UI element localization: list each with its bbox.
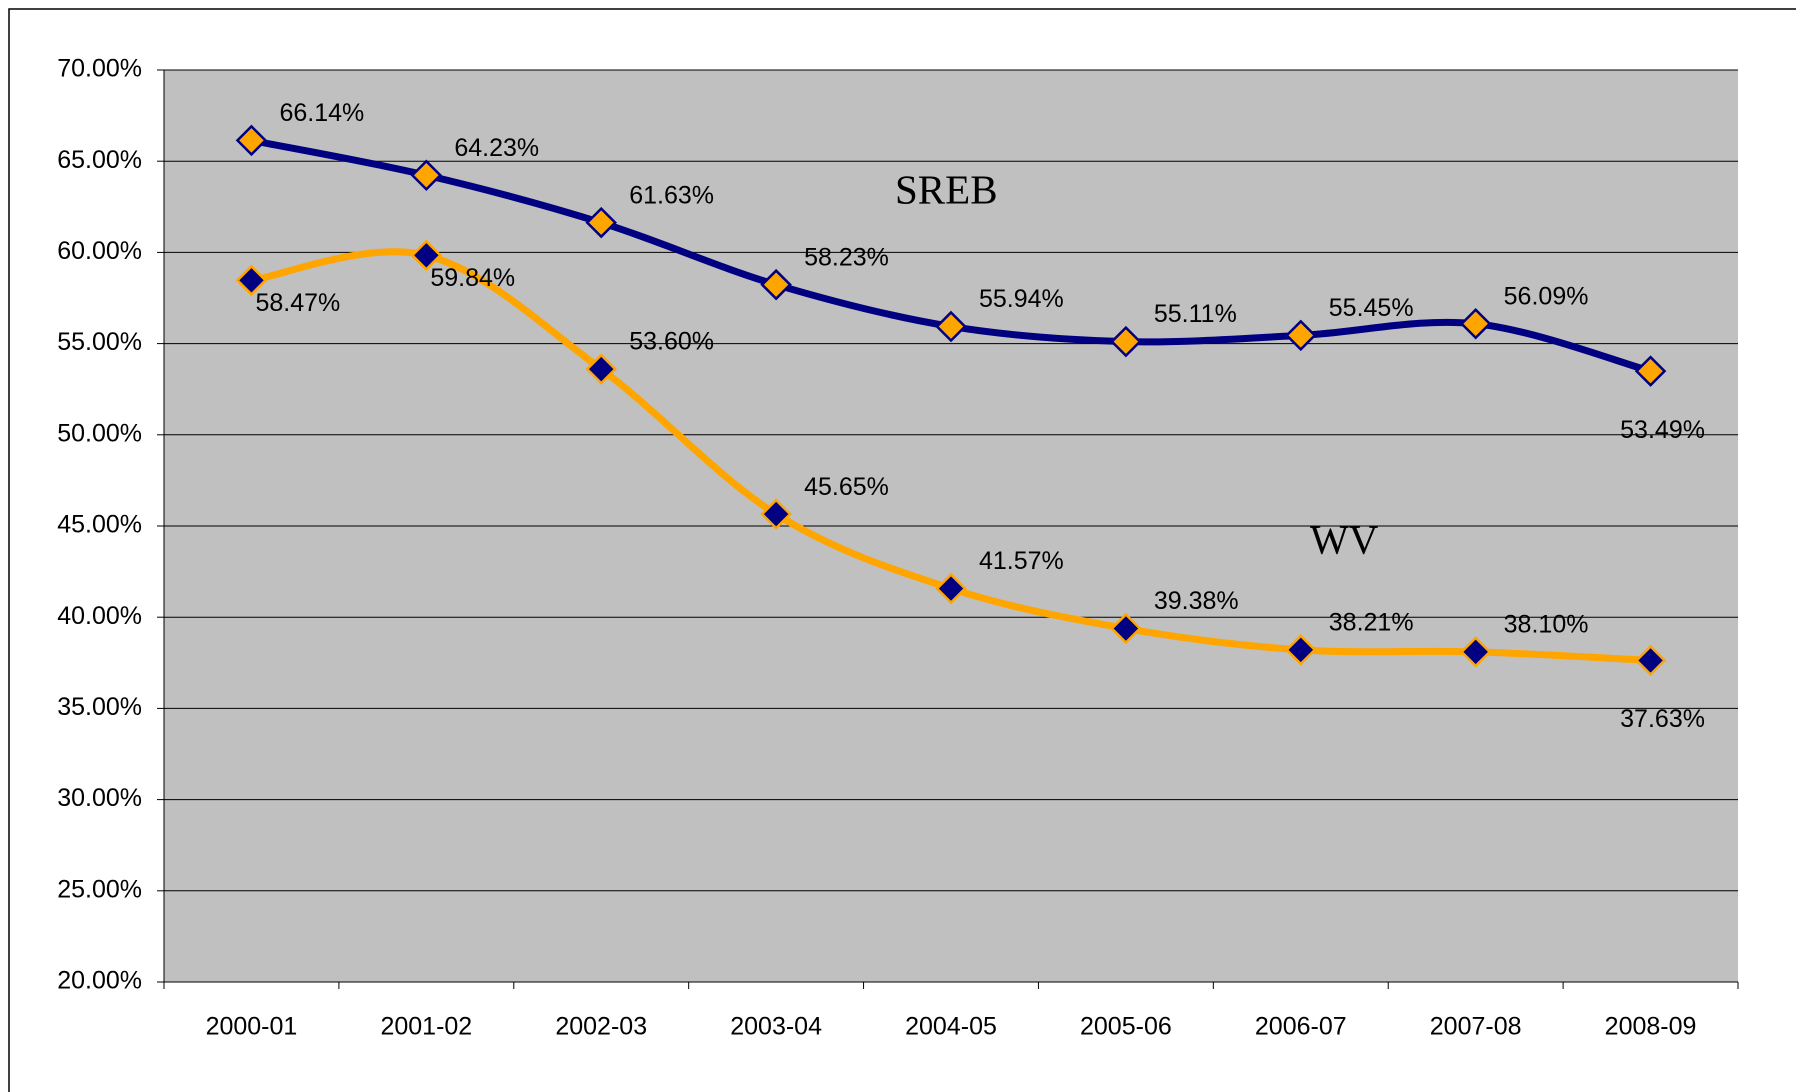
data-label: 38.21% bbox=[1329, 608, 1414, 636]
x-tick-label: 2003-04 bbox=[730, 1013, 822, 1041]
x-tick-label: 2004-05 bbox=[905, 1013, 997, 1041]
data-label: 58.47% bbox=[255, 289, 340, 317]
marker bbox=[1634, 644, 1667, 677]
marker bbox=[1634, 355, 1667, 387]
x-tick-label: 2005-06 bbox=[1080, 1013, 1172, 1041]
x-tick-label: 2007-08 bbox=[1430, 1013, 1522, 1041]
marker bbox=[935, 310, 967, 343]
marker bbox=[760, 498, 792, 530]
data-label: 37.63% bbox=[1620, 705, 1705, 733]
marker bbox=[1285, 319, 1317, 352]
marker bbox=[1459, 307, 1492, 340]
data-label: 38.10% bbox=[1504, 610, 1589, 638]
y-tick-label: 35.00% bbox=[57, 693, 142, 721]
y-tick-label: 45.00% bbox=[57, 511, 142, 539]
data-label: 45.65% bbox=[804, 473, 889, 501]
x-tick-label: 2002-03 bbox=[555, 1013, 647, 1041]
data-label: 61.63% bbox=[629, 181, 714, 209]
y-tick-label: 60.00% bbox=[57, 237, 142, 265]
x-tick-label: 2008-09 bbox=[1605, 1013, 1697, 1041]
y-tick-label: 25.00% bbox=[57, 875, 142, 903]
y-tick-label: 70.00% bbox=[57, 55, 142, 83]
y-tick-label: 20.00% bbox=[57, 967, 142, 995]
data-label: 53.60% bbox=[629, 328, 714, 356]
x-tick-label: 2001-02 bbox=[380, 1013, 472, 1041]
data-label: 53.49% bbox=[1620, 416, 1705, 444]
y-tick-label: 40.00% bbox=[57, 602, 142, 630]
y-tick-label: 65.00% bbox=[57, 146, 142, 174]
y-tick-label: 55.00% bbox=[57, 328, 142, 356]
marker bbox=[760, 268, 792, 301]
data-label: 64.23% bbox=[454, 134, 539, 162]
x-tick-label: 2006-07 bbox=[1255, 1013, 1347, 1041]
marker bbox=[410, 159, 443, 192]
marker bbox=[1110, 325, 1142, 358]
data-label: 55.94% bbox=[979, 285, 1064, 313]
marker bbox=[410, 239, 443, 272]
data-label: 56.09% bbox=[1504, 282, 1589, 310]
data-label: 59.84% bbox=[430, 264, 515, 292]
marker bbox=[1285, 634, 1317, 666]
x-tick-label: 2000-01 bbox=[206, 1013, 298, 1041]
y-tick-label: 30.00% bbox=[57, 784, 142, 812]
y-tick-label: 50.00% bbox=[57, 419, 142, 447]
data-label: 41.57% bbox=[979, 547, 1064, 575]
data-label: 55.11% bbox=[1154, 300, 1237, 328]
data-label: 58.23% bbox=[804, 243, 889, 271]
data-label: 66.14% bbox=[279, 99, 364, 127]
marker bbox=[235, 124, 268, 157]
data-label: 55.45% bbox=[1329, 294, 1414, 322]
plot-area: 20.00% 25.00% 30.00% 35.00% 40.00% 45.00% 50.0… bbox=[57, 55, 1739, 1041]
data-label: 39.38% bbox=[1154, 587, 1239, 615]
series-label: SREB bbox=[895, 166, 998, 212]
marker bbox=[585, 353, 617, 385]
marker bbox=[235, 264, 268, 297]
marker bbox=[935, 572, 967, 605]
series-label: WV bbox=[1310, 516, 1379, 562]
marker bbox=[1459, 636, 1492, 668]
marker bbox=[1110, 612, 1142, 645]
marker bbox=[585, 206, 617, 239]
